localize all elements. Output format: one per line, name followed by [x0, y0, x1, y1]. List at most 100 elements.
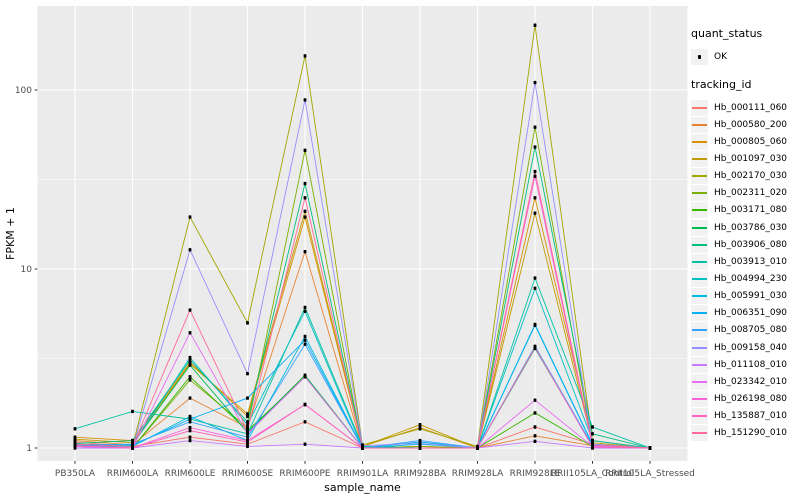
legend-swatch: [691, 202, 708, 219]
data-point: [418, 422, 422, 427]
legend-swatch: [691, 373, 708, 390]
legend-item-Hb_003786_030: Hb_003786_030: [691, 219, 799, 236]
data-point: [246, 321, 249, 325]
data-point: [303, 442, 307, 446]
legend-item-Hb_026198_080: Hb_026198_080: [691, 390, 799, 407]
line-swatch-icon: [692, 397, 707, 400]
y-tick-label: 10: [21, 265, 33, 275]
legend-item-Hb_006351_090: Hb_006351_090: [691, 305, 799, 322]
legend-label: Hb_003786_030: [714, 222, 788, 233]
data-point: [591, 432, 594, 436]
legend-swatch: [691, 133, 708, 150]
data-point: [533, 174, 537, 178]
legend-item-Hb_003906_080: Hb_003906_080: [691, 236, 799, 253]
legend-swatch: [691, 99, 708, 116]
data-point: [188, 378, 192, 382]
line-swatch-icon: [692, 260, 707, 263]
legend-label: Hb_023342_010: [714, 376, 788, 387]
data-point: [188, 375, 192, 379]
data-point: [73, 427, 77, 431]
data-point: [533, 169, 537, 174]
legend-label: Hb_003171_080: [714, 205, 788, 216]
data-point: [303, 54, 307, 58]
line-swatch-icon: [692, 175, 707, 178]
legend-item-Hb_001097_030: Hb_001097_030: [691, 150, 799, 167]
legend-label: Hb_002170_030: [714, 171, 788, 182]
data-point: [303, 338, 307, 342]
data-point: [303, 196, 307, 200]
data-point: [246, 396, 249, 400]
legend-label: Hb_005991_030: [714, 291, 788, 302]
line-swatch-icon: [692, 140, 707, 143]
data-point: [361, 446, 364, 450]
line-swatch-icon: [692, 346, 707, 349]
legend-label: Hb_002311_020: [714, 188, 788, 199]
data-point: [303, 215, 307, 219]
data-point: [533, 286, 537, 291]
legend-label: Hb_000805_060: [714, 136, 788, 147]
legend-title-tracking-id: tracking_id: [691, 78, 752, 91]
data-point: [303, 420, 307, 424]
legend-item-Hb_002311_020: Hb_002311_020: [691, 185, 799, 202]
data-point: [303, 181, 307, 186]
data-point: [246, 435, 249, 439]
x-tick-label: RRIM901LA: [337, 469, 389, 479]
legend-swatch: [691, 116, 708, 133]
ok-point-key: [691, 48, 708, 65]
data-point: [188, 425, 192, 430]
line-swatch-icon: [692, 415, 707, 418]
data-point: [188, 248, 192, 252]
legend-item-Hb_003171_080: Hb_003171_080: [691, 202, 799, 219]
data-point: [533, 345, 537, 350]
line-swatch-icon: [692, 123, 707, 126]
legend-swatch: [691, 305, 708, 322]
legend-swatch: [691, 270, 708, 287]
legend-label: Hb_003913_010: [714, 256, 788, 267]
data-point: [188, 435, 192, 439]
legend-label-ok: OK: [714, 51, 727, 62]
data-point: [246, 420, 249, 424]
legend-swatch: [691, 322, 708, 339]
data-point: [533, 211, 537, 215]
legend-swatch: [691, 390, 708, 407]
data-point: [188, 438, 192, 443]
x-tick-label: RRIM600PE: [279, 469, 331, 479]
legend-swatch: [691, 150, 708, 167]
tracking-id-legend-list: Hb_000111_060 Hb_000580_200 Hb_000805_060 H…: [691, 99, 799, 442]
data-point: [591, 425, 594, 429]
data-point: [418, 446, 422, 450]
line-swatch-icon: [692, 209, 707, 212]
data-point: [418, 441, 422, 446]
line-swatch-icon: [692, 380, 707, 383]
legend-item-Hb_003913_010: Hb_003913_010: [691, 253, 799, 270]
data-point: [131, 444, 134, 449]
y-tick-label: 1: [26, 444, 32, 454]
data-point: [303, 309, 307, 314]
data-point: [648, 446, 652, 450]
data-point: [303, 98, 307, 102]
data-point: [246, 412, 249, 416]
legend-label: Hb_008705_080: [714, 325, 788, 336]
legend-swatch: [691, 236, 708, 253]
data-point: [533, 439, 537, 443]
point-icon: [698, 54, 701, 59]
data-point: [303, 305, 307, 310]
line-swatch-icon: [692, 277, 707, 280]
data-point: [246, 422, 249, 427]
legend-swatch: [691, 425, 708, 442]
legend-label: Hb_000580_200: [714, 119, 788, 130]
line-swatch-icon: [692, 363, 707, 366]
data-point: [533, 425, 537, 429]
line-swatch-icon: [692, 226, 707, 229]
legend-label: Hb_001097_030: [714, 153, 788, 164]
line-swatch-icon: [692, 432, 707, 435]
data-point: [533, 80, 537, 85]
y-axis-title: FPKM + 1: [4, 207, 17, 260]
x-tick-label: RRIM928LA: [452, 469, 504, 479]
data-point: [533, 398, 537, 402]
data-point: [246, 432, 249, 436]
data-point: [533, 125, 537, 129]
data-point: [418, 438, 422, 443]
